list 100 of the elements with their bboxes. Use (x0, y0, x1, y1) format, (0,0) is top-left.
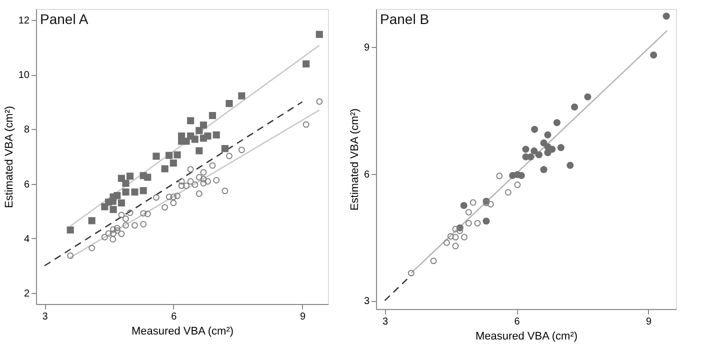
point (566, 162, 574, 169)
x-axis-title: Measured VBA (cm²) (131, 326, 234, 338)
point (178, 178, 185, 185)
x-axis-title: Measured VBA (cm²) (475, 330, 578, 342)
point (152, 194, 160, 201)
point (535, 151, 542, 158)
point (544, 131, 552, 138)
point (447, 233, 454, 240)
point (527, 153, 534, 160)
point (487, 200, 494, 208)
point (126, 210, 134, 216)
point (470, 199, 476, 206)
y-tick-label: 12 (18, 15, 30, 26)
point (140, 210, 147, 217)
point (196, 174, 202, 180)
point (430, 258, 437, 264)
point (170, 160, 177, 167)
point (196, 127, 203, 134)
point (461, 234, 468, 240)
x-tick-label: 6 (514, 316, 520, 328)
point (238, 146, 245, 154)
point (192, 181, 198, 188)
point (101, 234, 108, 240)
point (174, 192, 181, 200)
point (152, 152, 160, 160)
point (302, 121, 310, 128)
point (114, 224, 120, 232)
point (452, 226, 459, 232)
y-axis-title: Estimated VBA (cm²) (3, 106, 16, 208)
point (496, 172, 503, 180)
point (140, 187, 147, 194)
x-tick-label: 3 (382, 316, 389, 328)
point (166, 152, 173, 159)
point (88, 244, 96, 252)
point (178, 182, 185, 189)
point (650, 52, 658, 59)
point (118, 230, 125, 238)
point (221, 145, 228, 152)
y-tick-label: 4 (24, 234, 30, 245)
point (118, 199, 125, 206)
point (132, 222, 138, 229)
point (144, 210, 151, 218)
point (209, 162, 216, 169)
y-tick-label: 2 (24, 288, 30, 300)
point (316, 30, 323, 38)
point (114, 227, 120, 234)
point (553, 119, 560, 126)
point (662, 12, 670, 20)
point (183, 182, 190, 189)
point (208, 112, 216, 120)
point (187, 166, 194, 173)
point (530, 147, 538, 154)
point (110, 226, 117, 233)
point (204, 178, 212, 185)
point (213, 177, 220, 184)
point (226, 152, 232, 160)
point (584, 93, 592, 100)
point (540, 166, 548, 174)
point (140, 221, 147, 228)
point (196, 147, 203, 154)
y-tick-label: 3 (364, 296, 370, 308)
point (187, 178, 194, 185)
point (67, 252, 74, 259)
point (110, 236, 116, 242)
point (212, 131, 220, 138)
point (118, 212, 125, 218)
point (518, 172, 525, 180)
point (238, 92, 246, 100)
point (66, 226, 74, 234)
x-tick-label: 9 (300, 312, 306, 322)
point (191, 136, 198, 143)
point (174, 151, 181, 158)
point (482, 218, 490, 225)
point (474, 220, 481, 226)
x-tick-label: 6 (171, 312, 178, 322)
point (110, 206, 117, 214)
point (226, 100, 233, 108)
point (200, 180, 207, 186)
annotation: Panel B (380, 11, 430, 27)
y-axis-title: Estimated VBA (cm²) (348, 108, 361, 211)
point (465, 220, 472, 226)
point (204, 132, 212, 140)
point (452, 234, 459, 240)
point (452, 242, 459, 250)
y-tick-label: 6 (364, 169, 370, 180)
point (571, 104, 578, 111)
point (408, 270, 414, 276)
point (504, 189, 512, 196)
point (170, 200, 177, 206)
point (126, 172, 134, 180)
point (200, 122, 208, 129)
point (162, 204, 168, 211)
annotation: Panel A (40, 11, 89, 27)
point (105, 230, 112, 237)
point (443, 239, 450, 246)
y-tick-label: 9 (364, 42, 370, 54)
point (131, 188, 138, 196)
point (460, 202, 468, 210)
point (456, 228, 464, 234)
point (465, 209, 472, 216)
